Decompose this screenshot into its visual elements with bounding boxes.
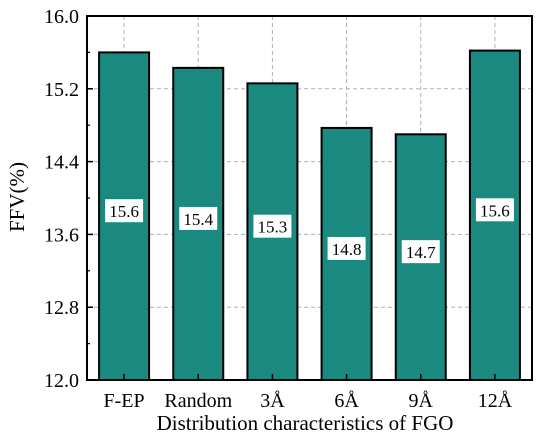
y-tick-label: 15.2	[44, 79, 79, 101]
bar-label-box	[327, 236, 366, 260]
y-tick-label: 16.0	[44, 6, 79, 28]
bar-label-box	[253, 214, 292, 238]
x-tick-label: 9Å	[409, 390, 434, 412]
axes-border	[86, 15, 533, 381]
bar-label-box	[401, 240, 440, 264]
grid-lines	[87, 16, 532, 380]
x-tick-label: F-EP	[104, 390, 145, 412]
bar-value-label: 15.4	[183, 210, 213, 229]
y-tick-label: 14.4	[44, 152, 79, 174]
y-axis-title: FFV(%)	[5, 162, 29, 232]
x-tick-label: 3Å	[260, 390, 285, 412]
x-tick-label: 12Å	[478, 390, 513, 412]
bar-label-box	[105, 199, 144, 223]
plot-frame	[86, 15, 533, 381]
bar-value-label: 15.3	[258, 218, 288, 237]
bars: 15.6 15.4 15.3 14.8 14.7 15.6	[98, 49, 521, 382]
bar-value-label: 15.6	[480, 201, 510, 220]
y-tick-label: 12.8	[44, 297, 79, 319]
bar-value-label: 15.6	[109, 202, 139, 221]
y-axis-ticks: 12.0 12.8 13.6 14.4 15.2 16.0	[44, 6, 93, 392]
x-tick-label: 6Å	[334, 390, 359, 412]
bar-label-box	[179, 206, 218, 230]
y-tick-label: 13.6	[44, 224, 79, 246]
x-tick-label: Random	[164, 390, 232, 412]
y-tick-label: 12.0	[44, 370, 79, 392]
bar-value-label: 14.7	[406, 243, 436, 262]
bar-value-label: 14.8	[332, 240, 362, 259]
x-axis-title: Distribution characteristics of FGO	[157, 411, 454, 435]
x-axis-ticks: F-EP Random 3Å 6Å 9Å 12Å	[104, 374, 513, 412]
bar-label-box	[475, 198, 514, 222]
